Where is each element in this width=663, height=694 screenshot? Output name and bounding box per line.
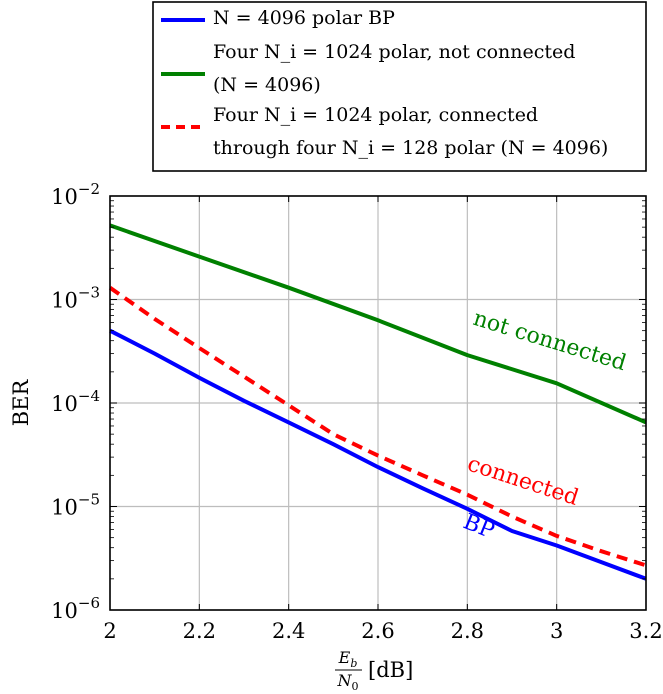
y-axis-label: BER	[9, 379, 33, 427]
legend-items: N = 4096 polar BP Four N_i = 1024 polar, …	[161, 7, 608, 159]
x-axis-label-numerator: Eb	[338, 648, 358, 670]
series-line-not_connected	[109, 223, 647, 425]
tick-labels: 2 2.2 2.4 2.6 2.8 3 3.2 10−2 10−3 10−4 10−5 10−6	[51, 180, 663, 643]
legend-box	[152, 1, 647, 172]
x-tick-label: 2.2	[183, 619, 216, 643]
ticks	[109, 195, 647, 611]
y-tick-label: 10−6	[51, 594, 100, 623]
x-tick-label: 2.4	[272, 619, 305, 643]
x-tick-label: 3	[550, 619, 563, 643]
legend-label-not_connected: (N = 4096)	[213, 74, 321, 96]
x-axis-label-unit: [dB]	[368, 658, 413, 682]
x-tick-label: 2.6	[361, 619, 394, 643]
x-tick-label: 3.2	[629, 619, 662, 643]
legend-label-not_connected: Four N_i = 1024 polar, not connected	[213, 41, 575, 63]
legend: N = 4096 polar BP Four N_i = 1024 polar, …	[152, 1, 647, 172]
legend-label-connected: Four N_i = 1024 polar, connected	[213, 104, 538, 126]
x-tick-label: 2.8	[451, 619, 484, 643]
x-tick-label: 2	[103, 619, 116, 643]
series-line-bp	[109, 328, 647, 581]
y-tick-label: 10−3	[51, 284, 100, 313]
legend-label-connected: through four N_i = 128 polar (N = 4096)	[213, 137, 608, 159]
y-tick-label: 10−5	[51, 491, 100, 520]
legend-label-bp: N = 4096 polar BP	[213, 7, 395, 29]
x-axis-label-denominator: N0	[337, 671, 359, 693]
x-axis-label: Eb N0 [dB]	[335, 648, 413, 693]
series-layer	[108, 223, 647, 581]
y-tick-label: 10−2	[51, 180, 100, 209]
series-line-connected	[108, 286, 647, 568]
y-tick-label: 10−4	[51, 387, 100, 416]
